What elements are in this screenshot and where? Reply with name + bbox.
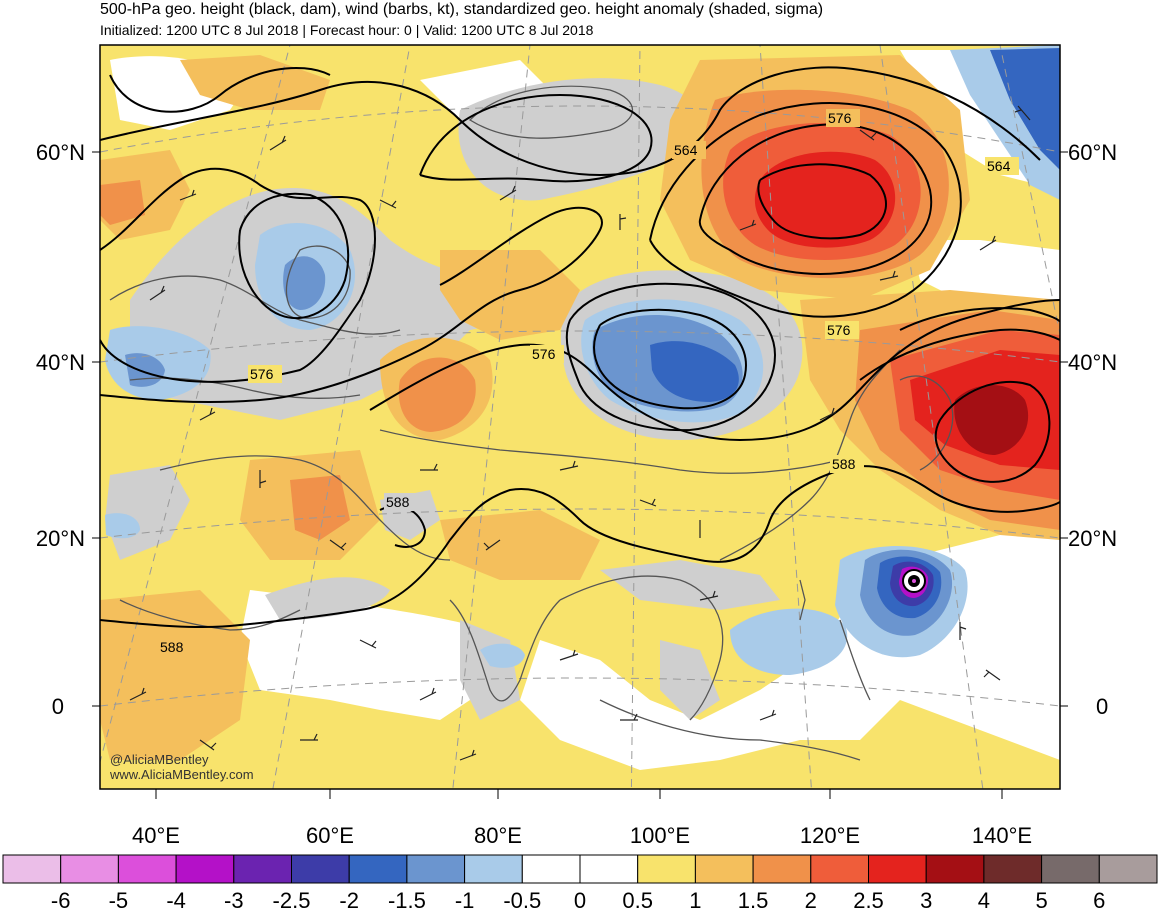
- colorbar-swatch: [464, 854, 523, 884]
- contour-label: 576: [827, 322, 851, 338]
- colorbar-tick-label: 0: [574, 888, 586, 913]
- colorbar-swatch: [868, 854, 927, 884]
- colorbar-swatch: [810, 854, 869, 884]
- latitude-labels-right: 60°N 40°N 20°N 0: [1068, 140, 1117, 719]
- colorbar-swatch: [60, 854, 119, 884]
- colorbar-tick-label: 1.5: [738, 888, 769, 913]
- colorbar-swatch: [291, 854, 350, 884]
- map-title: 500-hPa geo. height (black, dam), wind (…: [100, 1, 824, 18]
- colorbar-swatch: [521, 854, 581, 884]
- contour-label: 576: [532, 346, 556, 362]
- colorbar-tick-label: -5: [109, 888, 129, 913]
- lon-label: 40°E: [132, 823, 180, 848]
- lat-label: 0: [1096, 694, 1108, 719]
- map-frame: [99, 44, 1061, 790]
- colorbar-tick-label: 4: [978, 888, 990, 913]
- colorbar-tick-label: -2.5: [273, 888, 311, 913]
- lon-label: 100°E: [630, 823, 690, 848]
- lat-label: 40°N: [1068, 350, 1117, 375]
- anomaly-colorbar: -6 -5 -4 -3 -2.5 -2 -1.5 -1 -0.5 0 0.5 1 1.5 2 2.5 3 4 5 6: [2, 854, 1158, 913]
- lat-label: 60°N: [1068, 140, 1117, 165]
- colorbar-tick-label: -1.5: [388, 888, 426, 913]
- lat-label: 40°N: [36, 350, 85, 375]
- contour-labels: 564 576 564 576 576 576 588 588 588: [158, 109, 1019, 656]
- colorbar-tick-label: -4: [166, 888, 186, 913]
- lat-label: 60°N: [36, 140, 85, 165]
- lat-label: 20°N: [36, 526, 85, 551]
- colorbar-swatch: [752, 854, 812, 884]
- wind-barbs: [129, 105, 1031, 761]
- contour-label: 564: [987, 158, 1011, 174]
- colorbar-swatch: [2, 854, 62, 884]
- height-contours: [100, 66, 1060, 629]
- colorbar-swatch: [983, 854, 1043, 884]
- contour-label: 576: [828, 110, 852, 126]
- colorbar-swatch: [1098, 854, 1158, 884]
- map-subtitle: Initialized: 1200 UTC 8 Jul 2018 | Forec…: [100, 22, 594, 38]
- colorbar-tick-label: -6: [51, 888, 71, 913]
- colorbar-swatch: [637, 854, 696, 884]
- colorbar-tick-label: -3: [224, 888, 244, 913]
- colorbar-tick-label: -2: [339, 888, 359, 913]
- typhoon-center: [902, 569, 926, 593]
- colorbar-swatch: [1041, 854, 1100, 884]
- contour-label: 588: [386, 494, 410, 510]
- credit-handle: @AliciaMBentley: [110, 752, 209, 767]
- lon-label: 80°E: [474, 823, 522, 848]
- colorbar-swatch: [694, 854, 754, 884]
- colorbar-tick-label: 0.5: [622, 888, 653, 913]
- credit-site: www.AliciaMBentley.com: [110, 767, 254, 782]
- colorbar-tick-label: 5: [1035, 888, 1047, 913]
- lon-label: 60°E: [306, 823, 354, 848]
- colorbar-swatch: [925, 854, 985, 884]
- axis-ticks: [92, 151, 1068, 799]
- colorbar-tick-label: 2: [805, 888, 817, 913]
- colorbar-swatch: [175, 854, 235, 884]
- colorbar-tick-label: 3: [920, 888, 932, 913]
- colorbar-swatch: [233, 854, 293, 884]
- colorbar-swatch: [579, 854, 639, 884]
- contour-label: 588: [832, 456, 856, 472]
- latitude-labels-left: 60°N 40°N 20°N 0: [36, 140, 85, 719]
- colorbar-swatch: [117, 854, 177, 884]
- contour-label: 588: [160, 639, 184, 655]
- lat-label: 20°N: [1068, 526, 1117, 551]
- contour-label: 576: [250, 366, 274, 382]
- lat-label: 0: [52, 694, 64, 719]
- colorbar-tick-label: -1: [455, 888, 475, 913]
- longitude-labels: 40°E 60°E 80°E 100°E 120°E 140°E: [132, 823, 1032, 848]
- colorbar-swatch: [406, 854, 466, 884]
- colorbar-tick-label: 6: [1093, 888, 1105, 913]
- contour-label: 564: [674, 142, 698, 158]
- lon-label: 120°E: [800, 823, 860, 848]
- graticule: [100, 45, 1060, 789]
- colorbar-tick-label: 1: [689, 888, 701, 913]
- lon-label: 140°E: [972, 823, 1032, 848]
- colorbar-tick-label: -0.5: [503, 888, 541, 913]
- colorbar-tick-label: 2.5: [853, 888, 884, 913]
- map-panel: 564 576 564 576 576 576 588 588 588: [100, 45, 1060, 789]
- colorbar-swatch: [348, 854, 408, 884]
